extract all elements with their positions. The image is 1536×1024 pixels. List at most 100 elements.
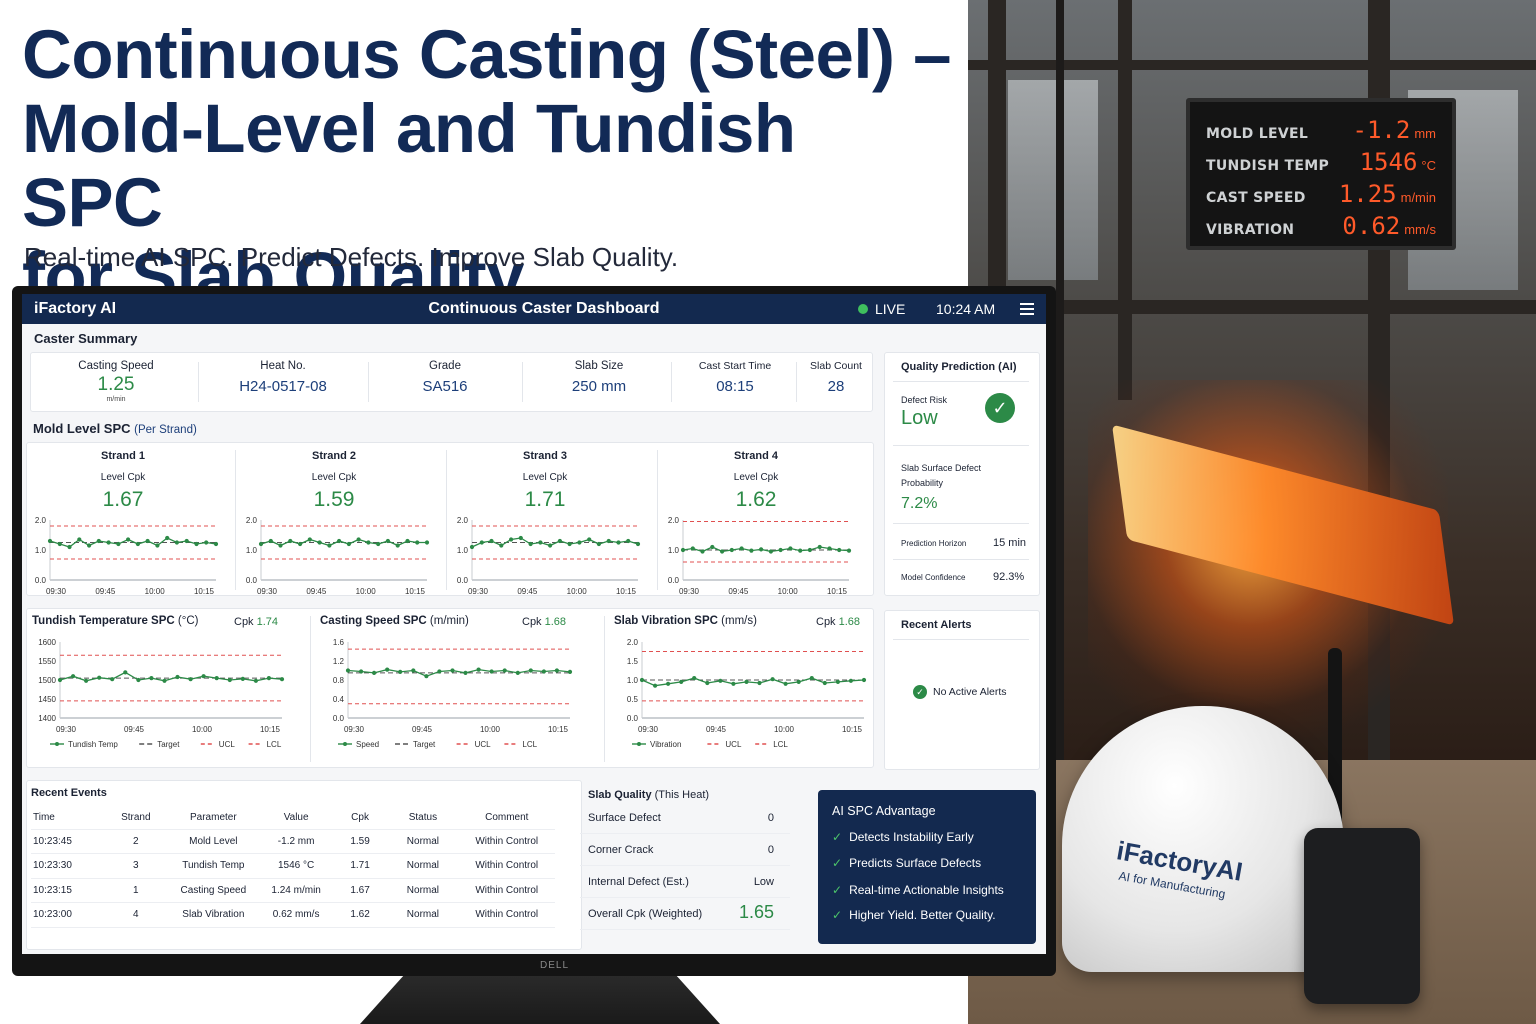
data-point bbox=[57, 677, 63, 683]
legend-label: Speed bbox=[356, 740, 379, 749]
data-point bbox=[204, 540, 209, 545]
table-cell: 1 bbox=[104, 878, 168, 903]
legend-label: Target bbox=[413, 740, 436, 749]
data-point bbox=[116, 541, 121, 547]
dashboard-header: iFactory AI Continuous Caster Dashboard … bbox=[22, 294, 1046, 324]
y-tick-label: 0.0 bbox=[35, 576, 47, 585]
data-point bbox=[744, 679, 749, 684]
x-tick-label: 10:00 bbox=[778, 587, 799, 596]
hard-hat bbox=[1062, 706, 1344, 972]
table-cell: 1546 °C bbox=[259, 853, 333, 879]
data-point bbox=[149, 676, 154, 681]
data-point bbox=[788, 546, 793, 551]
mold-level-card bbox=[26, 442, 874, 596]
advantage-item: ✓ Detects Instability Early bbox=[832, 830, 974, 844]
check-icon: ✓ bbox=[832, 830, 843, 844]
legend-item: Target bbox=[139, 740, 180, 749]
data-point bbox=[240, 676, 245, 681]
x-tick-label: 09:30 bbox=[468, 587, 489, 596]
hamburger-menu-icon[interactable] bbox=[1020, 303, 1034, 315]
table-cell: 10:23:45 bbox=[31, 829, 105, 854]
strand-cpk-label: Level Cpk bbox=[522, 472, 568, 483]
table-cell: Normal bbox=[387, 902, 459, 928]
data-point bbox=[437, 669, 442, 674]
data-point bbox=[214, 676, 219, 681]
table-header-cell: Parameter bbox=[167, 807, 260, 830]
dashboard-title: Continuous Caster Dashboard bbox=[428, 300, 660, 317]
table-header-cell: Time bbox=[31, 807, 105, 830]
defect-risk-value: Low bbox=[901, 407, 938, 429]
no-alerts-status: ✓ No Active Alerts bbox=[913, 685, 1007, 699]
data-point bbox=[749, 548, 754, 553]
legend-label: Vibration bbox=[650, 740, 681, 749]
kpi-slab-size: Slab Size 250 mm bbox=[571, 360, 627, 395]
table-row: 10:23:30 3 Tundish Temp 1546 °C 1.71 Normal Wi… bbox=[31, 853, 555, 879]
legend-label: UCL bbox=[475, 740, 492, 749]
data-point bbox=[653, 683, 658, 688]
x-tick-label: 10:15 bbox=[827, 587, 848, 596]
data-point bbox=[57, 541, 62, 547]
table-cell: 2 bbox=[104, 829, 168, 854]
legend-label: UCL bbox=[725, 740, 742, 749]
data-point bbox=[807, 547, 812, 553]
data-point bbox=[268, 538, 273, 544]
data-point bbox=[398, 669, 403, 674]
data-point bbox=[345, 668, 351, 673]
strand-cpk-value: 1.71 bbox=[524, 488, 566, 511]
data-point bbox=[700, 549, 705, 554]
strand-cpk-label: Level Cpk bbox=[311, 472, 357, 483]
data-point bbox=[729, 547, 734, 553]
check-icon: ✓ bbox=[832, 883, 843, 897]
strand-cpk-label: Level Cpk bbox=[100, 472, 146, 483]
table-cell: Normal bbox=[387, 878, 459, 903]
data-point bbox=[817, 544, 822, 550]
strand-panel-3: Strand 3 Level Cpk 1.71 2.0 1.0 0.0 09:30 09:45… bbox=[446, 444, 660, 596]
strand-chart: 2.0 1.0 0.0 09:30 09:45 10:00 10:15 bbox=[668, 516, 852, 596]
sign-row-tundish-temp: TUNDISH TEMP 1546 °C bbox=[1206, 148, 1436, 176]
advantage-item: ✓ Higher Yield. Better Quality. bbox=[832, 908, 996, 922]
data-point bbox=[757, 680, 762, 686]
data-point bbox=[770, 677, 775, 682]
clock: 10:24 AM bbox=[936, 301, 996, 317]
strand-title: Strand 1 bbox=[100, 450, 145, 462]
y-tick-label: 0.0 bbox=[333, 714, 345, 723]
kpi-heat-no: Heat No. H24-0517-08 bbox=[239, 360, 327, 395]
y-tick-label: 1.2 bbox=[333, 657, 345, 666]
app-brand: iFactory AI bbox=[34, 300, 117, 317]
data-point bbox=[227, 677, 232, 683]
data-point bbox=[827, 546, 832, 551]
x-tick-label: 09:30 bbox=[46, 587, 67, 596]
data-point bbox=[822, 680, 827, 686]
recent-events-card: Recent Events Time Strand Parameter Value Cp… bbox=[26, 780, 582, 950]
page-subtitle: Real-time AI SPC. Predict Defects. Impro… bbox=[24, 242, 679, 272]
strand-title: Strand 2 bbox=[311, 450, 356, 462]
data-point bbox=[718, 678, 723, 683]
y-tick-label: 0.0 bbox=[627, 714, 639, 723]
x-tick-label: 10:00 bbox=[145, 587, 166, 596]
strand-panel-2: Strand 2 Level Cpk 1.59 2.0 1.0 0.0 09:30 09:45… bbox=[235, 444, 449, 596]
data-point bbox=[266, 676, 271, 681]
data-point bbox=[768, 549, 773, 554]
data-point bbox=[798, 548, 803, 553]
data-point bbox=[395, 543, 400, 548]
table-header-cell: Comment bbox=[458, 807, 555, 830]
data-point bbox=[359, 669, 364, 674]
table-cell: Within Control bbox=[458, 902, 555, 928]
advantage-item: ✓ Predicts Surface Defects bbox=[832, 856, 982, 870]
advantage-title: AI SPC Advantage bbox=[832, 804, 936, 818]
x-tick-label: 09:30 bbox=[344, 725, 365, 734]
dashboard-screen: iFactory AI Continuous Caster Dashboard … bbox=[22, 294, 1046, 954]
data-point bbox=[155, 543, 160, 548]
legend-item: UCL bbox=[200, 740, 235, 749]
x-tick-label: 09:45 bbox=[517, 587, 538, 596]
data-point bbox=[175, 674, 180, 680]
data-point bbox=[346, 541, 351, 547]
strand-chart: 2.0 1.0 0.0 09:30 09:45 10:00 10:15 bbox=[35, 516, 219, 596]
quality-prediction-title: Quality Prediction (AI) bbox=[901, 361, 1017, 373]
table-header-cell: Strand bbox=[104, 807, 168, 830]
caster-summary-card bbox=[30, 352, 873, 412]
data-point bbox=[489, 538, 494, 544]
y-tick-label: 1400 bbox=[38, 714, 56, 723]
plant-display-sign: MOLD LEVEL -1.2 mm TUNDISH TEMP 1546 °C CA… bbox=[1186, 98, 1456, 250]
